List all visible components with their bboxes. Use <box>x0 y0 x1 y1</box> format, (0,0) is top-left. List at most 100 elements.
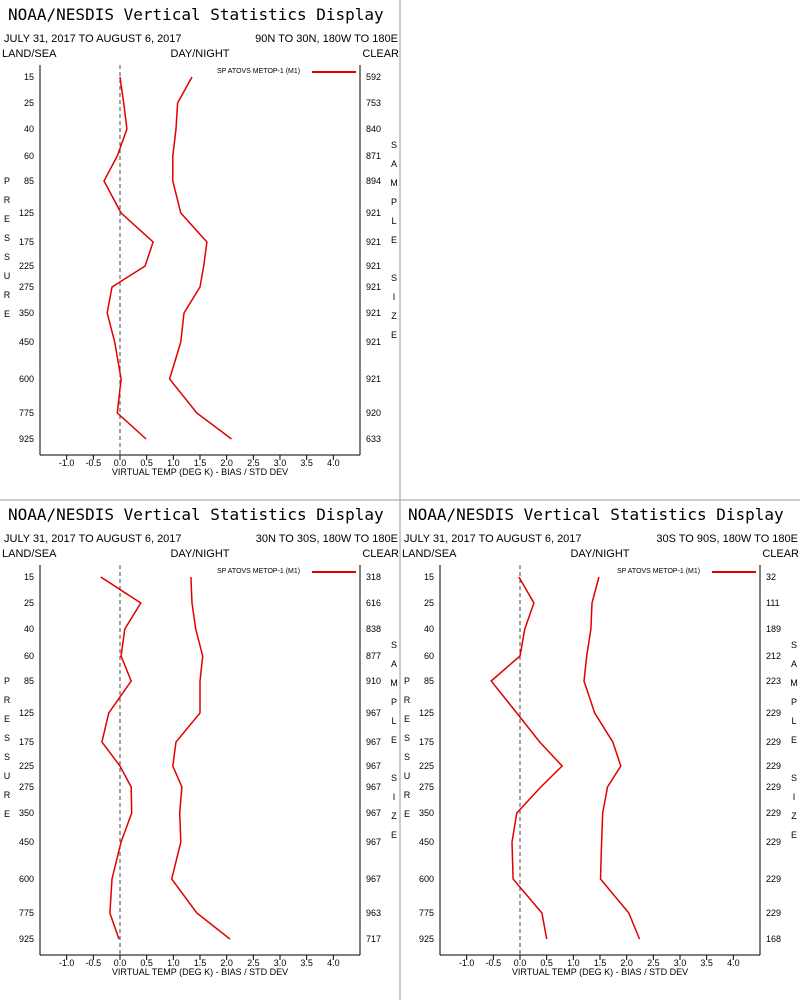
pressure-label: 775 <box>419 908 434 918</box>
std-dev-line <box>583 576 641 940</box>
sample-size-label: 616 <box>366 598 381 608</box>
pressure-label: 350 <box>19 808 34 818</box>
sample-size-label: 229 <box>766 782 781 792</box>
sample-size-label: 223 <box>766 676 781 686</box>
x-tick-label: 1.5 <box>594 958 607 968</box>
sample-size-label: 32 <box>766 572 776 582</box>
pressure-label: 925 <box>19 434 34 444</box>
x-tick-label: -1.0 <box>59 958 75 968</box>
sample-size-label: 168 <box>766 934 781 944</box>
pressure-label: 600 <box>19 374 34 384</box>
x-tick-label: 1.0 <box>567 958 580 968</box>
sample-size-label: 967 <box>366 737 381 747</box>
sample-size-label: 921 <box>366 261 381 271</box>
x-tick-label: 3.5 <box>300 458 313 468</box>
chart-panel: NOAA/NESDIS Vertical Statistics Display J… <box>2 505 399 977</box>
y-axis-label: PRESSURE <box>2 676 12 828</box>
pressure-label: 450 <box>19 837 34 847</box>
chart-title: NOAA/NESDIS Vertical Statistics Display <box>408 505 784 524</box>
region: 30S TO 90S, 180W TO 180E <box>656 533 798 545</box>
x-tick-label: 0.5 <box>140 458 153 468</box>
x-tick-label: 3.0 <box>674 958 687 968</box>
std-dev-line <box>168 76 232 440</box>
x-tick-label: -1.0 <box>59 458 75 468</box>
clear-header: CLEAR <box>762 548 799 560</box>
x-tick-label: 3.0 <box>274 958 287 968</box>
sample-size-label: 877 <box>366 651 381 661</box>
x-axis-label: VIRTUAL TEMP (DEG K) - BIAS / STD DEV <box>112 467 288 477</box>
sample-size-label: 921 <box>366 374 381 384</box>
x-tick-label: 3.0 <box>274 458 287 468</box>
chart-title: NOAA/NESDIS Vertical Statistics Display <box>8 5 384 24</box>
pressure-label: 775 <box>19 408 34 418</box>
sample-size-label: 967 <box>366 874 381 884</box>
chart-subtitle: JULY 31, 2017 TO AUGUST 6, 2017 <box>4 533 182 545</box>
pressure-label: 85 <box>424 676 434 686</box>
pressure-label: 225 <box>19 261 34 271</box>
sample-size-label: 592 <box>366 72 381 82</box>
sample-size-label: 229 <box>766 808 781 818</box>
x-tick-label: 0.0 <box>114 458 127 468</box>
x-tick-label: 1.5 <box>194 958 207 968</box>
x-axis-label: VIRTUAL TEMP (DEG K) - BIAS / STD DEV <box>112 967 288 977</box>
pressure-label: 85 <box>24 176 34 186</box>
sample-size-label: 894 <box>366 176 381 186</box>
legend-label: SP ATOVS METOP-1 (M1) <box>617 568 700 575</box>
y2-axis-label: SAMPLE SIZE <box>389 640 399 849</box>
sample-size-label: 229 <box>766 737 781 747</box>
pressure-label: 25 <box>24 598 34 608</box>
day-night-header: DAY/NIGHT <box>170 48 229 60</box>
pressure-label: 15 <box>24 72 34 82</box>
x-tick-label: 0.5 <box>540 958 553 968</box>
x-tick-label: -0.5 <box>86 458 102 468</box>
sample-size-label: 111 <box>766 598 780 608</box>
x-tick-label: -0.5 <box>86 958 102 968</box>
sample-size-label: 967 <box>366 782 381 792</box>
day-night-header: DAY/NIGHT <box>170 548 229 560</box>
x-tick-label: 2.5 <box>247 958 260 968</box>
x-tick-label: 3.5 <box>700 958 713 968</box>
std-dev-line <box>170 576 231 940</box>
sample-size-label: 229 <box>766 708 781 718</box>
clear-header: CLEAR <box>362 48 399 60</box>
x-tick-label: 2.0 <box>220 458 233 468</box>
sample-size-label: 229 <box>766 761 781 771</box>
pressure-label: 175 <box>19 237 34 247</box>
sample-size-label: 229 <box>766 837 781 847</box>
pressure-label: 925 <box>419 934 434 944</box>
clear-header: CLEAR <box>362 548 399 560</box>
x-tick-label: 1.0 <box>167 958 180 968</box>
pressure-label: 175 <box>19 737 34 747</box>
chart-subtitle: JULY 31, 2017 TO AUGUST 6, 2017 <box>404 533 582 545</box>
legend-label: SP ATOVS METOP-1 (M1) <box>217 68 300 75</box>
x-tick-label: 0.0 <box>514 958 527 968</box>
pressure-label: 175 <box>419 737 434 747</box>
bias-line <box>103 76 154 440</box>
pressure-label: 275 <box>419 782 434 792</box>
sample-size-label: 717 <box>366 934 381 944</box>
pressure-label: 125 <box>19 208 34 218</box>
sample-size-label: 633 <box>366 434 381 444</box>
region: 90N TO 30N, 180W TO 180E <box>255 33 398 45</box>
pressure-label: 600 <box>19 874 34 884</box>
sample-size-label: 963 <box>366 908 381 918</box>
x-tick-label: 2.5 <box>247 458 260 468</box>
sample-size-label: 840 <box>366 124 381 134</box>
x-tick-label: -0.5 <box>486 958 502 968</box>
pressure-label: 450 <box>419 837 434 847</box>
x-tick-label: 2.0 <box>620 958 633 968</box>
y2-axis-label: SAMPLE SIZE <box>789 640 799 849</box>
sample-size-label: 871 <box>366 151 381 161</box>
x-tick-label: 2.5 <box>647 958 660 968</box>
sample-size-label: 229 <box>766 908 781 918</box>
pressure-label: 15 <box>424 572 434 582</box>
sample-size-label: 189 <box>766 624 781 634</box>
pressure-label: 225 <box>19 761 34 771</box>
chart-panel: NOAA/NESDIS Vertical Statistics Display J… <box>2 5 399 477</box>
y2-axis-label: SAMPLE SIZE <box>389 140 399 349</box>
pressure-label: 925 <box>19 934 34 944</box>
sample-size-label: 920 <box>366 408 381 418</box>
chart-title: NOAA/NESDIS Vertical Statistics Display <box>8 505 384 524</box>
sample-size-label: 967 <box>366 761 381 771</box>
